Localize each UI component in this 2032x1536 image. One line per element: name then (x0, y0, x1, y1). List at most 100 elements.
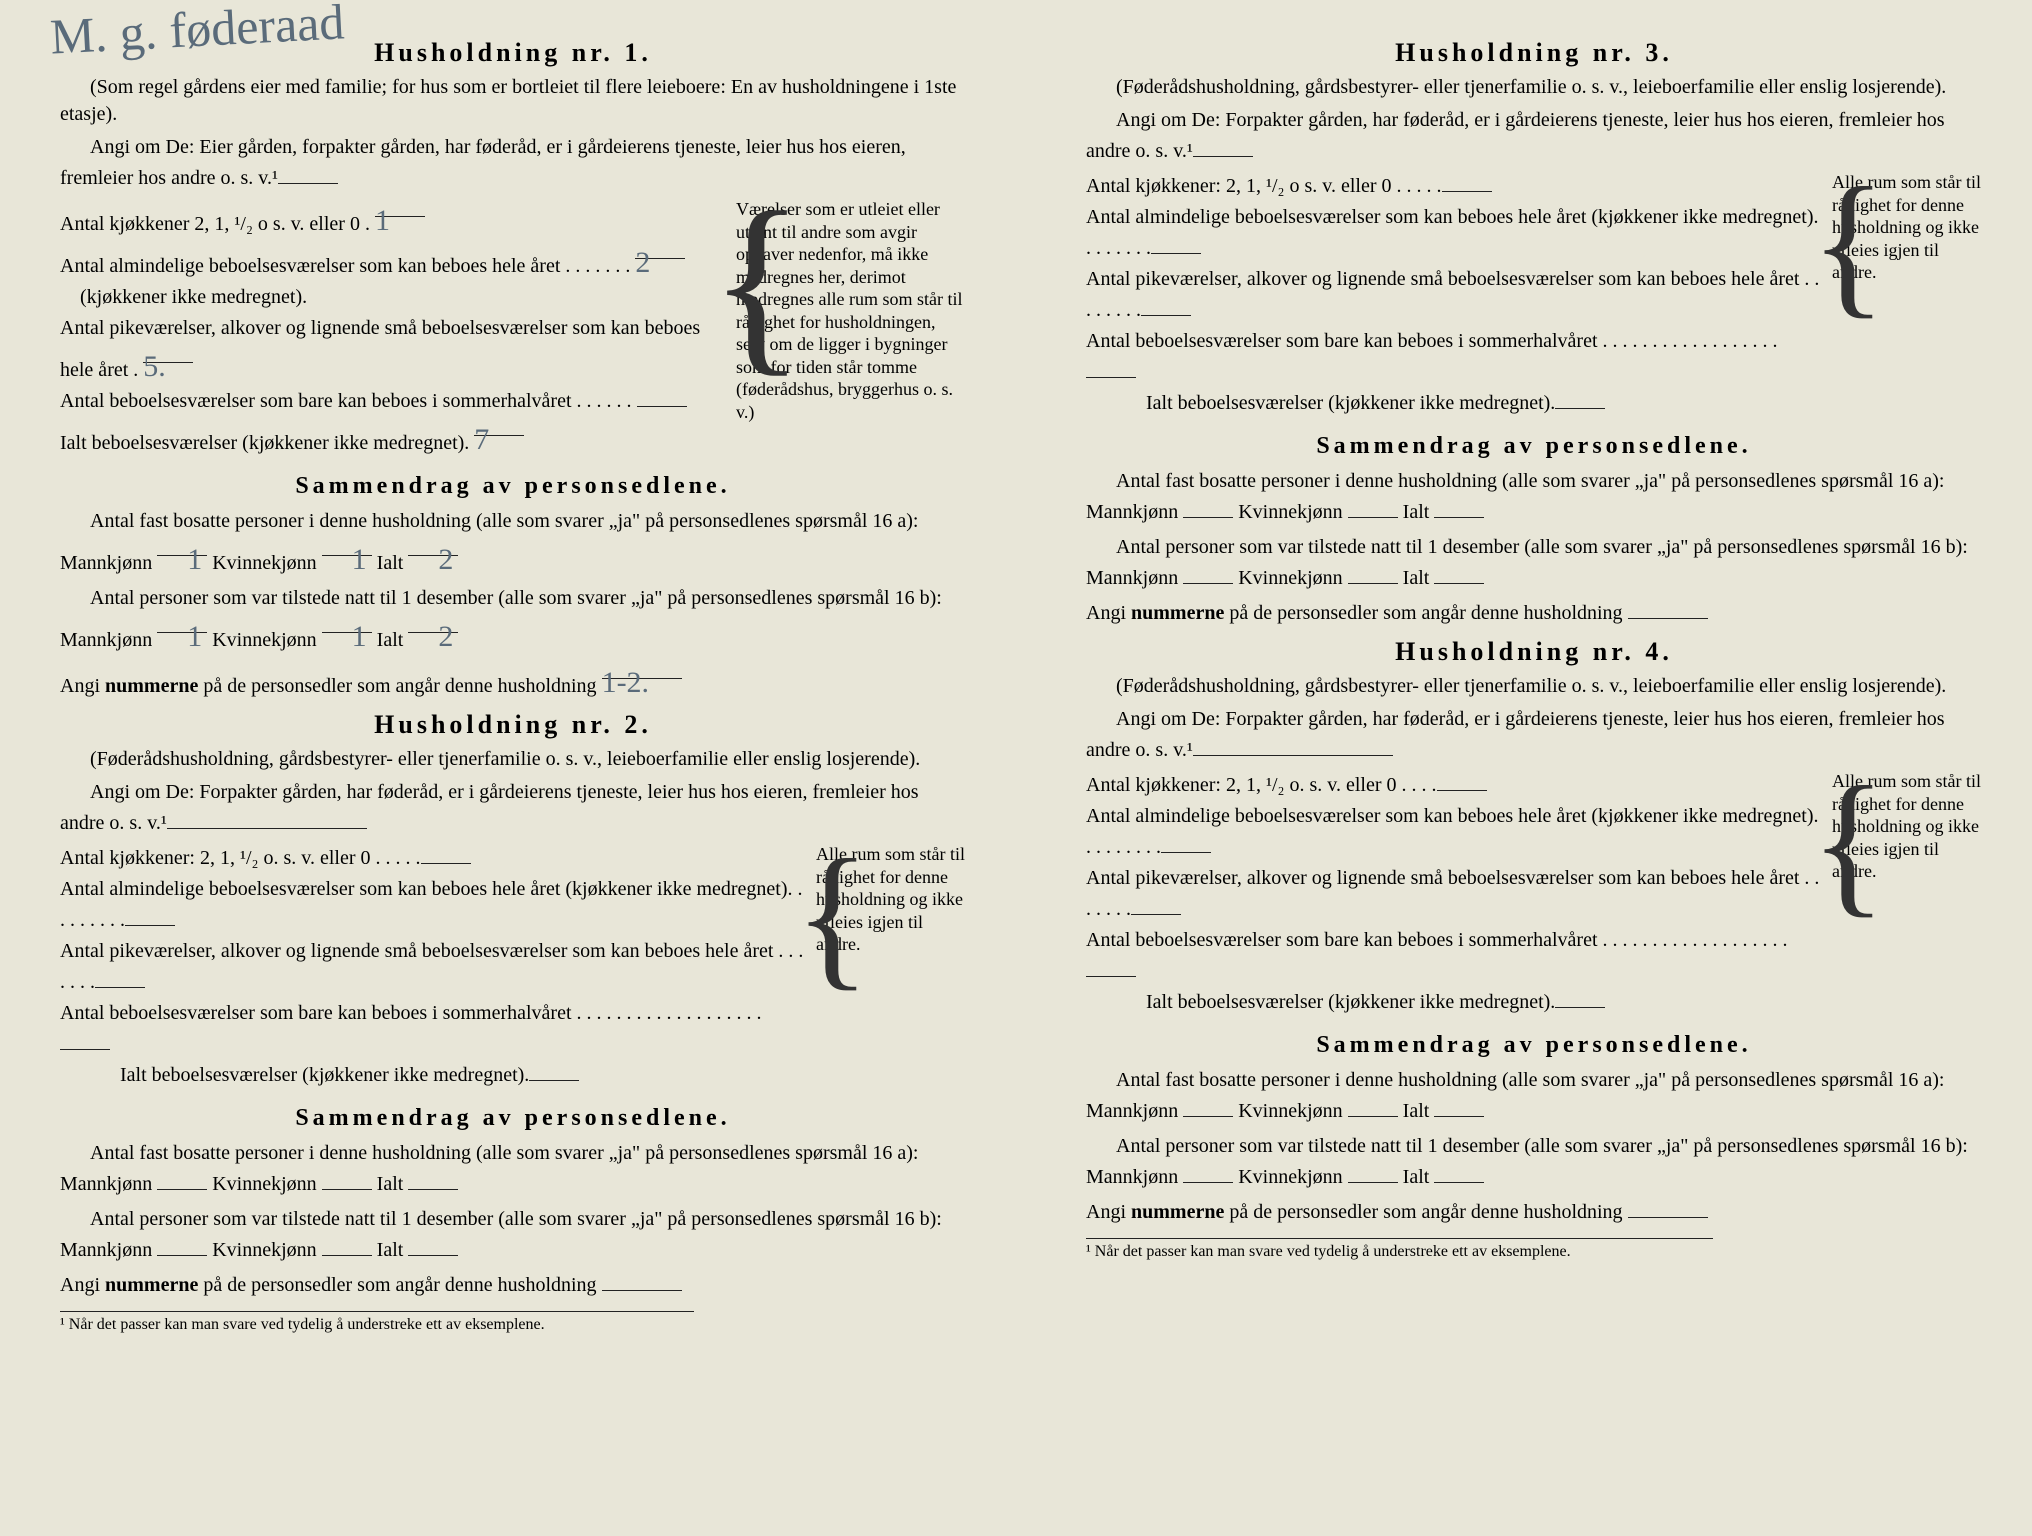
sum4-i2-fill (1434, 1164, 1484, 1183)
h2-angi-fill (167, 810, 367, 829)
h2-sommer-fill (60, 1031, 110, 1050)
h4-angi-fill (1193, 737, 1393, 756)
sum4-kvinne1: Kvinnekjønn (1238, 1100, 1342, 1122)
footnote-left: ¹ Når det passer kan man svare ved tydel… (60, 1311, 694, 1334)
sum2-numpre: Angi (60, 1274, 105, 1296)
sum2-p1: Antal fast bosatte personer i denne hush… (60, 1138, 966, 1200)
sum1-i2-fill: 2 (408, 614, 458, 633)
sum2-numbold: nummerne (105, 1274, 198, 1296)
sum1-numpost: på de personsedler som angår denne husho… (198, 675, 596, 697)
h1-almindelige: Antal almindelige beboelsesværelser som … (60, 240, 721, 282)
h2-rooms-block: Antal kjøkkener: 2, 1, ¹/₂ o. s. v. elle… (60, 843, 966, 1091)
sum4-m1-fill (1183, 1098, 1233, 1117)
sum1-kvinne1: Kvinnekjønn (212, 552, 316, 574)
sum2-i2-fill (408, 1237, 458, 1256)
sum3-m2-fill (1183, 565, 1233, 584)
sum1-numbold: nummerne (105, 675, 198, 697)
sum2-k1-fill (322, 1171, 372, 1190)
h4-kjokkener-fill (1437, 772, 1487, 791)
h3-rooms-main: Antal kjøkkener: 2, 1, ¹/₂ o s. v. eller… (1086, 171, 1820, 419)
h3-almindelige-fill (1151, 235, 1201, 254)
h4-almindelige-fill (1161, 834, 1211, 853)
h1-sidenote: Værelser som er utleiet eller utlånt til… (721, 198, 966, 423)
sum3-num-fill (1628, 600, 1708, 619)
sum2-k2-fill (322, 1237, 372, 1256)
sum2-ialt2: Ialt (377, 1239, 404, 1261)
h4-rooms-main: Antal kjøkkener: 2, 1, ¹/₂ o. s. v. elle… (1086, 770, 1820, 1018)
h2-pike-text: Antal pikeværelser, alkover og lignende … (60, 940, 803, 993)
h1-title: Husholdning nr. 1. (60, 38, 966, 68)
sum4-num-fill (1628, 1199, 1708, 1218)
h3-subtitle: (Føderådshusholdning, gårdsbestyrer- ell… (1086, 74, 1982, 101)
h3-ialt-text: Ialt beboelsesværelser (kjøkkener ikke m… (1146, 392, 1555, 414)
sum4-ialt2: Ialt (1403, 1166, 1430, 1188)
h4-subtitle: (Føderådshusholdning, gårdsbestyrer- ell… (1086, 673, 1982, 700)
h4-kjokkener-text: Antal kjøkkener: 2, 1, ¹/₂ o. s. v. elle… (1086, 774, 1437, 796)
h1-pike: Antal pikeværelser, alkover og lignende … (60, 313, 721, 386)
h3-kjokkener-fill (1442, 173, 1492, 192)
sum3-ialt1: Ialt (1403, 501, 1430, 523)
h4-sommer-text: Antal beboelsesværelser som bare kan beb… (1086, 929, 1788, 951)
h1-almindelige-fill: 2 (635, 240, 685, 259)
h3-almindelige: Antal almindelige beboelsesværelser som … (1086, 202, 1820, 264)
sum2-ialt1: Ialt (377, 1173, 404, 1195)
sum2-num-fill (602, 1272, 682, 1291)
h3-sommer: Antal beboelsesværelser som bare kan beb… (1086, 326, 1820, 388)
sum3-kvinne2: Kvinnekjønn (1238, 567, 1342, 589)
sum1-kvinne2: Kvinnekjønn (212, 629, 316, 651)
sum3-p2: Antal personer som var tilstede natt til… (1086, 532, 1982, 594)
hw-num: 1-2. (602, 666, 650, 699)
sum4-numbold: nummerne (1131, 1201, 1224, 1223)
sum2-i1-fill (408, 1171, 458, 1190)
h4-rooms-block: Antal kjøkkener: 2, 1, ¹/₂ o. s. v. elle… (1086, 770, 1982, 1018)
hw-pike: 5. (143, 350, 166, 383)
h1-kjokkener-fill: 1 (375, 198, 425, 217)
h4-pike-fill (1131, 896, 1181, 915)
h1-sommer-text: Antal beboelsesværelser som bare kan beb… (60, 390, 632, 412)
h3-angi-fill (1193, 138, 1253, 157)
h3-ialt-fill (1555, 390, 1605, 409)
h1-rooms-block: Antal kjøkkener 2, 1, ¹/₂ o s. v. eller … (60, 198, 966, 459)
h2-ialt-text: Ialt beboelsesværelser (kjøkkener ikke m… (120, 1064, 529, 1086)
h2-sommer-text: Antal beboelsesværelser som bare kan beb… (60, 1002, 762, 1024)
h2-ialt: Ialt beboelsesværelser (kjøkkener ikke m… (60, 1060, 804, 1091)
h1-kjokkener-text: Antal kjøkkener 2, 1, ¹/₂ o s. v. eller … (60, 213, 370, 235)
sum2-m2-fill (157, 1237, 207, 1256)
h2-kjokkener-fill (421, 845, 471, 864)
sum2-title: Sammendrag av personsedlene. (60, 1105, 966, 1132)
h3-kjokkener: Antal kjøkkener: 2, 1, ¹/₂ o s. v. eller… (1086, 171, 1820, 202)
h1-angi: Angi om De: Eier gården, forpakter gårde… (60, 132, 966, 194)
h4-ialt: Ialt beboelsesværelser (kjøkkener ikke m… (1086, 987, 1820, 1018)
h3-ialt: Ialt beboelsesværelser (kjøkkener ikke m… (1086, 388, 1820, 419)
sum1-ialt1: Ialt (377, 552, 404, 574)
h2-pike-fill (95, 969, 145, 988)
sum2-kvinne2: Kvinnekjønn (212, 1239, 316, 1261)
h1-almindelige-text: Antal almindelige beboelsesværelser som … (60, 255, 630, 277)
h2-kjokkener-text: Antal kjøkkener: 2, 1, ¹/₂ o. s. v. elle… (60, 847, 421, 869)
hw-almindelige: 2 (635, 246, 650, 279)
h3-sidenote: Alle rum som står til rådighet for denne… (1820, 171, 1982, 284)
h1-sommer-fill (637, 388, 687, 407)
h4-kjokkener: Antal kjøkkener: 2, 1, ¹/₂ o. s. v. elle… (1086, 770, 1820, 801)
sum3-title: Sammendrag av personsedlene. (1086, 433, 1982, 460)
h2-almindelige-fill (125, 907, 175, 926)
sum1-title: Sammendrag av personsedlene. (60, 473, 966, 500)
sum1-k1-fill: 1 (322, 537, 372, 556)
hw-k1: 1 (352, 543, 367, 576)
sum3-p1: Antal fast bosatte personer i denne hush… (1086, 466, 1982, 528)
sum1-i1-fill: 2 (408, 537, 458, 556)
sum3-m1-fill (1183, 499, 1233, 518)
sum3-numpre: Angi (1086, 602, 1131, 624)
sum1-p2: Antal personer som var tilstede natt til… (60, 583, 966, 656)
h1-subtitle: (Som regel gårdens eier med familie; for… (60, 74, 966, 128)
h2-title: Husholdning nr. 2. (60, 710, 966, 740)
hw-k2: 1 (352, 620, 367, 653)
sum3-i2-fill (1434, 565, 1484, 584)
sum4-k2-fill (1348, 1164, 1398, 1183)
h4-ialt-text: Ialt beboelsesværelser (kjøkkener ikke m… (1146, 991, 1555, 1013)
sum4-title: Sammendrag av personsedlene. (1086, 1032, 1982, 1059)
sum1-ialt2: Ialt (377, 629, 404, 651)
h2-subtitle: (Føderådshusholdning, gårdsbestyrer- ell… (60, 746, 966, 773)
h3-sommer-text: Antal beboelsesværelser som bare kan beb… (1086, 330, 1778, 352)
sum4-m2-fill (1183, 1164, 1233, 1183)
